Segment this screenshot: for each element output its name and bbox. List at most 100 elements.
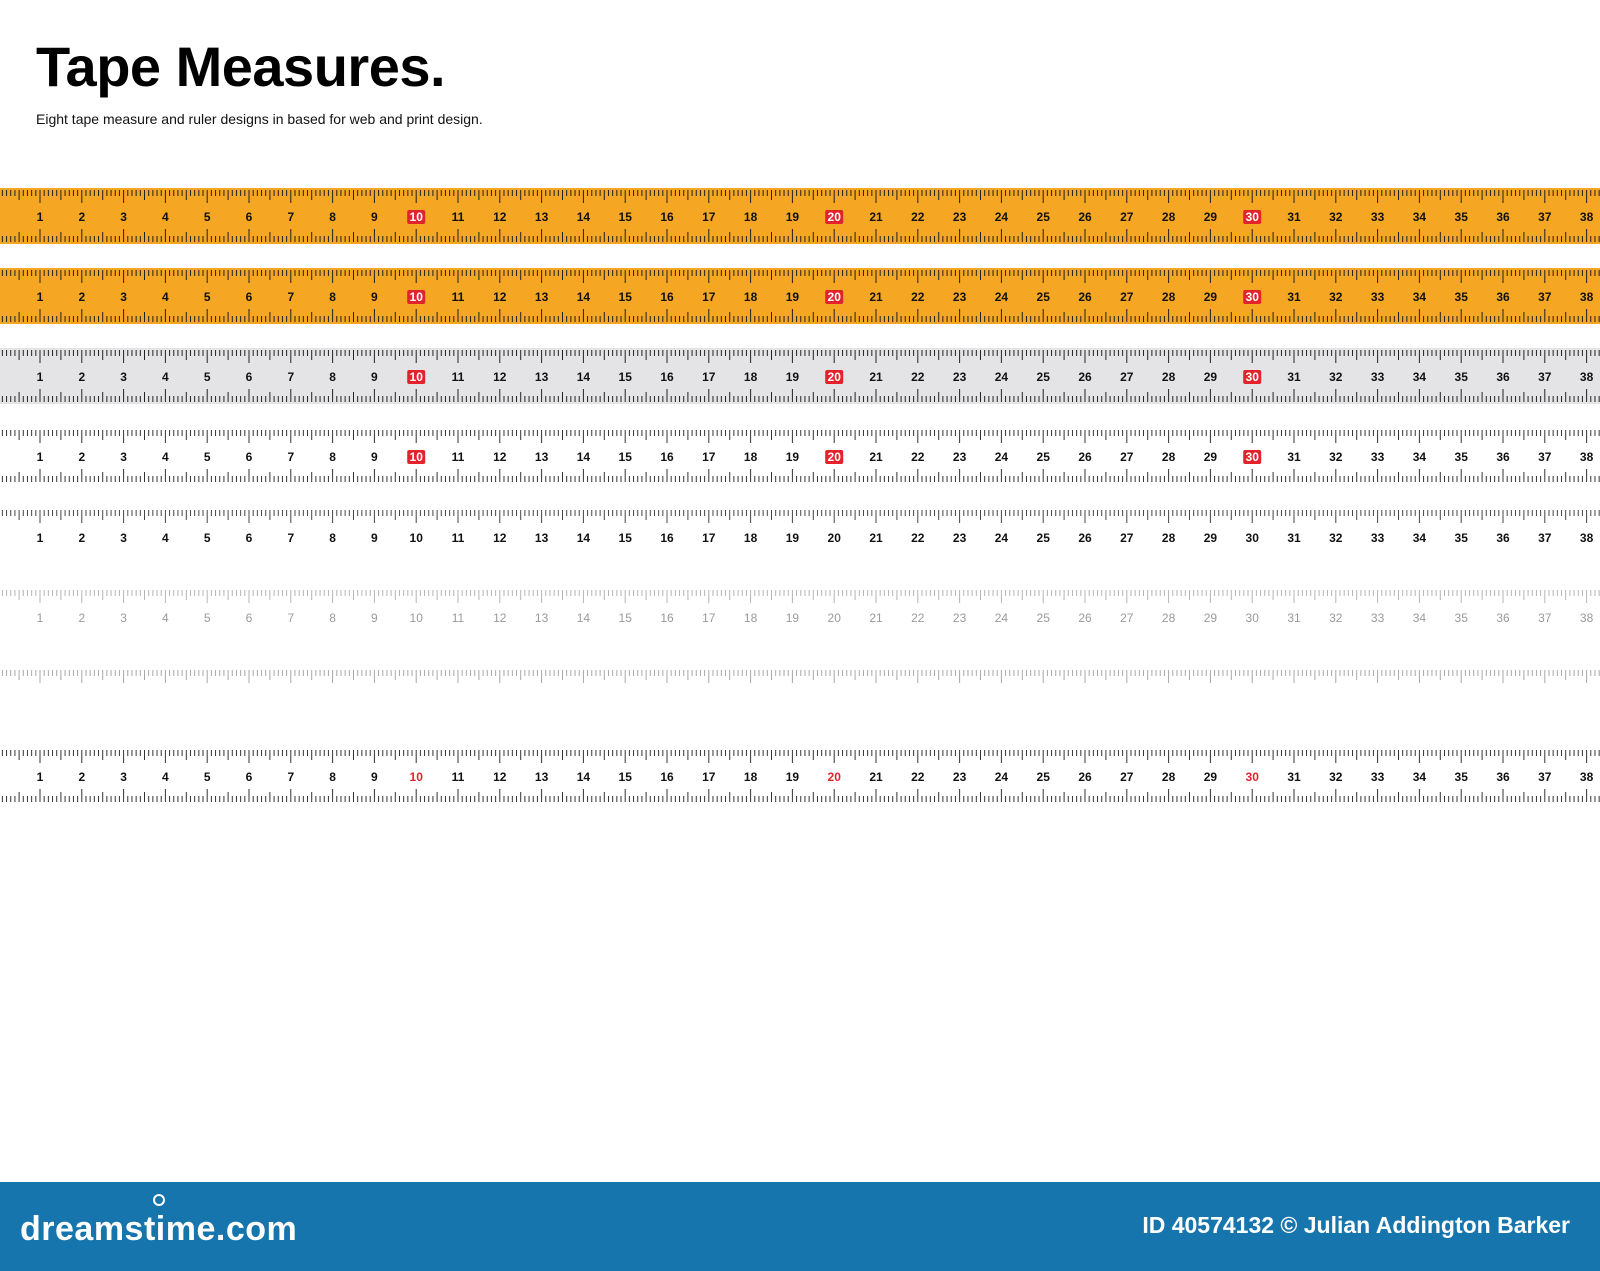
tape-number-label: 3 <box>120 290 127 304</box>
tape-number-label: 8 <box>329 611 336 625</box>
tape-number-label: 22 <box>911 450 925 464</box>
tape-number-label: 1 <box>37 450 44 464</box>
tape-number-label: 25 <box>1037 770 1051 784</box>
tape-number-label: 27 <box>1120 450 1134 464</box>
brand-logo[interactable]: dreamstime.com <box>20 1210 298 1248</box>
tape-number-label: 6 <box>246 611 253 625</box>
tape-number-label: 10 <box>410 370 424 384</box>
tape-number-label: 6 <box>246 210 253 224</box>
tape-number-label: 19 <box>786 770 800 784</box>
tape-number-label: 21 <box>869 210 883 224</box>
tape-number-label: 10 <box>410 210 424 224</box>
tape-number-label: 2 <box>78 531 85 545</box>
tape-number-label: 5 <box>204 210 211 224</box>
tape-number-label: 21 <box>869 290 883 304</box>
tape-measure-8: 1 2 3 4 5 6 7 8 9 10 11 12 13 14 15 16 17 18 19 20 21 22 23 24 2… <box>0 748 1600 804</box>
tape-number-label: 7 <box>287 370 294 384</box>
tape-number-label: 15 <box>619 450 633 464</box>
tape-number-label: 1 <box>37 370 44 384</box>
footer-bar: dreamstime.com ID 40574132 © Julian Addi… <box>0 1182 1600 1271</box>
tape-measure-1: 1 2 3 4 5 6 7 8 9 10 11 12 13 14 15 16 17 18 19 20 21 22 23 24 2… <box>0 188 1600 244</box>
tape-number-label: 38 <box>1580 290 1594 304</box>
tape-number-label: 14 <box>577 290 591 304</box>
tape-number-label: 8 <box>329 770 336 784</box>
tape-number-label: 26 <box>1078 450 1092 464</box>
tape-number-label: 22 <box>911 210 925 224</box>
highlight-box <box>1243 450 1262 464</box>
tape-number-label: 3 <box>120 531 127 545</box>
tape-number-label: 25 <box>1037 531 1051 545</box>
tape-number-label: 10 <box>410 770 424 784</box>
tape-number-label: 9 <box>371 531 378 545</box>
tape-number-label: 38 <box>1580 210 1594 224</box>
tape-number-label: 7 <box>287 450 294 464</box>
tape-number-label: 28 <box>1162 770 1176 784</box>
tape-number-label: 4 <box>162 611 169 625</box>
tape-number-label: 4 <box>162 290 169 304</box>
tape-number-label: 9 <box>371 210 378 224</box>
tape-number-label: 26 <box>1078 770 1092 784</box>
tape-number-label: 33 <box>1371 370 1385 384</box>
tape-number-label: 20 <box>828 450 842 464</box>
tape-number-label: 10 <box>410 290 424 304</box>
tape-number-label: 38 <box>1580 611 1594 625</box>
tape-measure-2: 1 2 3 4 5 6 7 8 9 10 11 12 13 14 15 16 17 18 19 20 21 22 23 24 2… <box>0 268 1600 324</box>
tape-number-label: 9 <box>371 770 378 784</box>
tape-number-label: 2 <box>78 290 85 304</box>
tape-number-label: 29 <box>1204 450 1218 464</box>
tape-band <box>0 348 1600 404</box>
page-title: Tape Measures. <box>36 35 446 98</box>
tape-number-label: 19 <box>786 611 800 625</box>
tape-number-label: 13 <box>535 611 549 625</box>
tape-number-label: 31 <box>1287 450 1301 464</box>
tape-number-label: 28 <box>1162 370 1176 384</box>
ruler-6-graphic: 1 2 3 4 5 6 7 8 9 10 11 12 13 14 15 16 17 18 19 20 21 22 23 24 2… <box>1 590 1600 625</box>
tape-number-label: 15 <box>619 290 633 304</box>
tape-number-label: 18 <box>744 770 758 784</box>
tape-number-label: 16 <box>660 210 674 224</box>
tape-number-label: 6 <box>246 290 253 304</box>
tape-number-label: 4 <box>162 450 169 464</box>
tape-number-label: 3 <box>120 210 127 224</box>
highlight-box <box>407 370 426 384</box>
tape-number-label: 32 <box>1329 290 1343 304</box>
tape-number-label: 7 <box>287 531 294 545</box>
tape-number-label: 7 <box>287 210 294 224</box>
tape-number-label: 10 <box>410 531 424 545</box>
tick-marks <box>1 270 1600 283</box>
tape-number-label: 24 <box>995 531 1009 545</box>
highlight-box <box>825 450 844 464</box>
tape-number-label: 38 <box>1580 531 1594 545</box>
tape-number-label: 35 <box>1455 210 1469 224</box>
tape-number-label: 21 <box>869 770 883 784</box>
tape-number-label: 29 <box>1204 611 1218 625</box>
tape-number-label: 24 <box>995 370 1009 384</box>
tape-number-label: 29 <box>1204 370 1218 384</box>
tape-number-label: 15 <box>619 611 633 625</box>
tape-number-label: 13 <box>535 370 549 384</box>
tape-number-label: 12 <box>493 770 507 784</box>
tape-number-label: 38 <box>1580 450 1594 464</box>
tape-number-label: 12 <box>493 531 507 545</box>
tape-number-label: 1 <box>37 210 44 224</box>
tape-number-label: 9 <box>371 290 378 304</box>
tape-number-label: 25 <box>1037 290 1051 304</box>
tape-number-label: 23 <box>953 210 967 224</box>
tape-number-label: 5 <box>204 770 211 784</box>
tape-number-label: 15 <box>619 370 633 384</box>
tape-number-label: 30 <box>1246 450 1260 464</box>
tape-number-label: 23 <box>953 531 967 545</box>
tape-number-label: 17 <box>702 770 716 784</box>
tape-number-label: 16 <box>660 770 674 784</box>
tape-number-label: 30 <box>1246 210 1260 224</box>
tape-number-label: 37 <box>1538 370 1552 384</box>
tape-number-label: 13 <box>535 450 549 464</box>
tape-number-label: 27 <box>1120 210 1134 224</box>
tape-number-label: 2 <box>78 611 85 625</box>
tick-marks <box>1 469 1600 482</box>
tape-number-label: 34 <box>1413 370 1427 384</box>
tape-number-label: 9 <box>371 450 378 464</box>
tick-marks <box>1 190 1600 203</box>
tape-number-label: 17 <box>702 370 716 384</box>
brand-swirl-icon <box>153 1194 165 1206</box>
